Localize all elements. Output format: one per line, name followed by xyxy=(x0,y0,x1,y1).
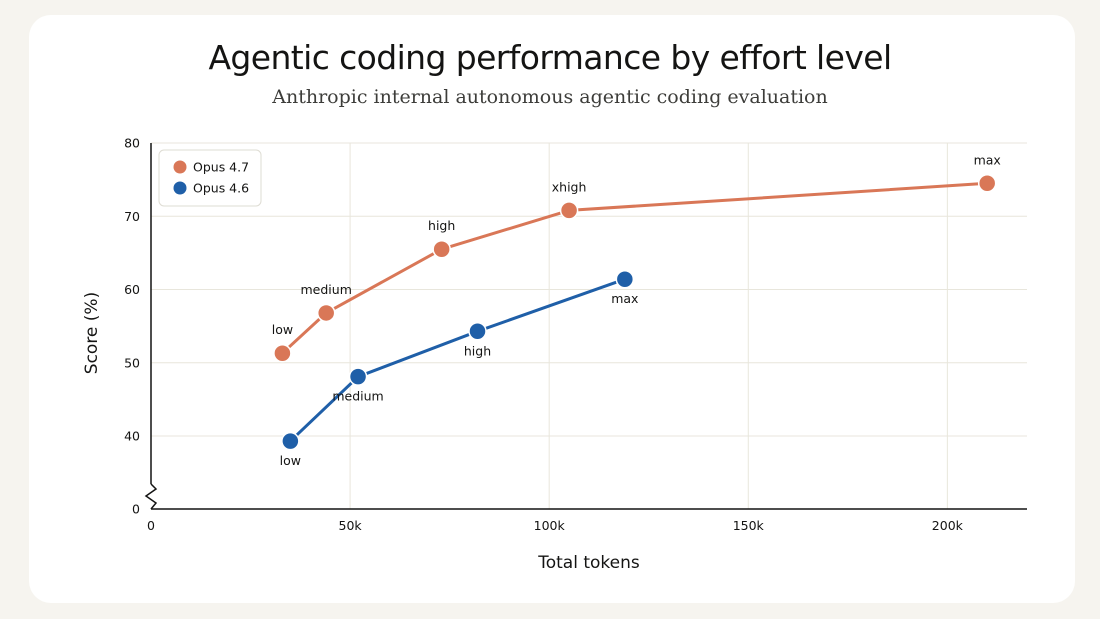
point-label-opus-4-7: xhigh xyxy=(552,179,587,194)
x-tick-label: 0 xyxy=(147,518,155,533)
series-opus-4-7 xyxy=(273,174,997,363)
grid xyxy=(151,142,1027,509)
series xyxy=(273,174,997,451)
y-axis-label: Score (%) xyxy=(82,292,102,374)
chart-subtitle: Anthropic internal autonomous agentic co… xyxy=(272,86,828,108)
x-tick-label: 150k xyxy=(733,518,765,533)
y-tick-label: 60 xyxy=(124,282,140,297)
point-label-opus-4-7: medium xyxy=(301,282,352,297)
point-label-opus-4-7: low xyxy=(272,322,293,337)
point-label-opus-4-7: max xyxy=(974,152,1001,167)
data-point-opus-4-7 xyxy=(316,303,336,323)
series-line-opus-4-6 xyxy=(289,277,626,443)
x-axis-label: Total tokens xyxy=(537,553,640,573)
legend-marker xyxy=(173,181,187,195)
point-labels: low medium high xhigh max low medium high max xyxy=(272,152,1001,468)
y-tick-label: 40 xyxy=(124,429,140,444)
point-label-opus-4-7: high xyxy=(428,218,455,233)
data-point-opus-4-6 xyxy=(615,269,635,289)
legend-marker xyxy=(173,160,187,174)
data-point-opus-4-6 xyxy=(468,322,487,341)
x-tick-label: 200k xyxy=(932,518,964,533)
data-point-opus-4-7 xyxy=(559,201,579,220)
y-tick-label: 50 xyxy=(124,355,140,370)
data-point-opus-4-6 xyxy=(281,431,300,451)
chart-title: Agentic coding performance by effort lev… xyxy=(208,38,892,77)
y-axis-break-mark xyxy=(144,483,158,510)
series-opus-4-6 xyxy=(281,269,635,451)
axes xyxy=(144,143,1027,510)
x-tick-label: 50k xyxy=(339,518,363,533)
point-label-opus-4-6: medium xyxy=(332,389,383,404)
point-label-opus-4-6: max xyxy=(611,291,638,306)
data-point-opus-4-7 xyxy=(273,343,292,363)
data-point-opus-4-7 xyxy=(977,174,997,193)
legend: Opus 4.7 Opus 4.6 xyxy=(158,149,262,207)
x-tick-label: 100k xyxy=(534,518,566,533)
data-point-opus-4-6 xyxy=(348,367,368,386)
series-line-opus-4-7 xyxy=(281,181,988,355)
y-tick-label: 80 xyxy=(124,136,140,151)
y-tick-label: 70 xyxy=(124,209,140,224)
point-label-opus-4-6: high xyxy=(464,343,491,358)
point-label-opus-4-6: low xyxy=(280,453,301,468)
legend-label: Opus 4.6 xyxy=(193,181,249,196)
chart-card xyxy=(29,15,1075,603)
tick-labels: 0 40 50 60 70 80 0 50k 100k 150k 200k xyxy=(124,136,964,534)
data-point-opus-4-7 xyxy=(432,239,451,259)
legend-box xyxy=(158,149,262,207)
legend-label: Opus 4.7 xyxy=(193,160,249,175)
y-tick-label: 0 xyxy=(132,502,140,517)
